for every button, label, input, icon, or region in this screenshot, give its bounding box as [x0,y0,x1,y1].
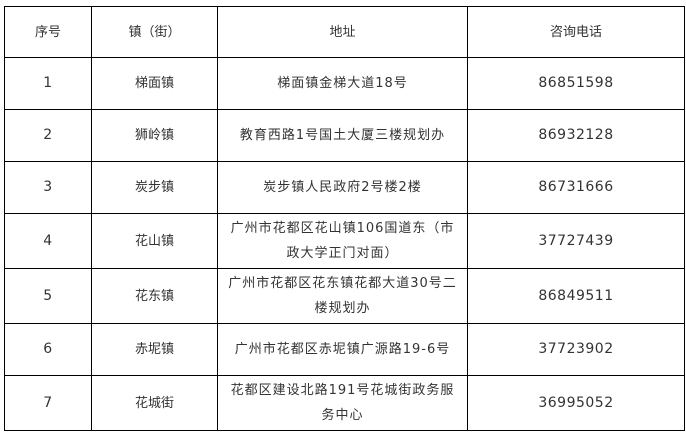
row-number: 5 [4,268,92,324]
address: 广州市花都区花山镇106国道东（市政大学正门对面） [217,213,468,269]
table-row: 7 花城街 花都区建设北路191号花城街政务服务中心 36995052 [4,375,685,431]
phone-number: 36995052 [467,375,685,431]
phone-number: 86932128 [467,109,685,162]
row-number: 6 [4,323,92,376]
header-row: 序号 镇（街） 地址 咨询电话 [4,6,685,58]
header-address: 地址 [217,6,468,58]
phone-number: 86851598 [467,57,685,110]
town-name: 狮岭镇 [91,109,218,162]
table-row: 4 花山镇 广州市花都区花山镇106国道东（市政大学正门对面） 37727439 [4,213,685,269]
town-name: 花东镇 [91,268,218,324]
town-name: 梯面镇 [91,57,218,110]
header-no: 序号 [4,6,92,58]
address: 梯面镇金梯大道18号 [217,57,468,110]
row-number: 4 [4,213,92,269]
town-name: 花山镇 [91,213,218,269]
address: 花都区建设北路191号花城街政务服务中心 [217,375,468,431]
header-phone: 咨询电话 [467,6,685,58]
row-number: 2 [4,109,92,162]
address: 广州市花都区赤坭镇广源路19-6号 [217,323,468,376]
row-number: 3 [4,161,92,214]
table-row: 5 花东镇 广州市花都区花东镇花都大道30号二楼规划办 86849511 [4,268,685,324]
address: 广州市花都区花东镇花都大道30号二楼规划办 [217,268,468,324]
table-row: 3 炭步镇 炭步镇人民政府2号楼2楼 86731666 [4,161,685,214]
town-name: 花城街 [91,375,218,431]
address: 教育西路1号国土大厦三楼规划办 [217,109,468,162]
address: 炭步镇人民政府2号楼2楼 [217,161,468,214]
consultation-table: 序号 镇（街） 地址 咨询电话 1 梯面镇 梯面镇金梯大道18号 86851598 2 狮… [4,6,685,431]
table-row: 6 赤坭镇 广州市花都区赤坭镇广源路19-6号 37723902 [4,323,685,376]
row-number: 1 [4,57,92,110]
phone-number: 86849511 [467,268,685,324]
phone-number: 37727439 [467,213,685,269]
table-row: 1 梯面镇 梯面镇金梯大道18号 86851598 [4,57,685,110]
town-name: 赤坭镇 [91,323,218,376]
town-name: 炭步镇 [91,161,218,214]
phone-number: 37723902 [467,323,685,376]
row-number: 7 [4,375,92,431]
header-town: 镇（街） [91,6,218,58]
phone-number: 86731666 [467,161,685,214]
table-row: 2 狮岭镇 教育西路1号国土大厦三楼规划办 86932128 [4,109,685,162]
